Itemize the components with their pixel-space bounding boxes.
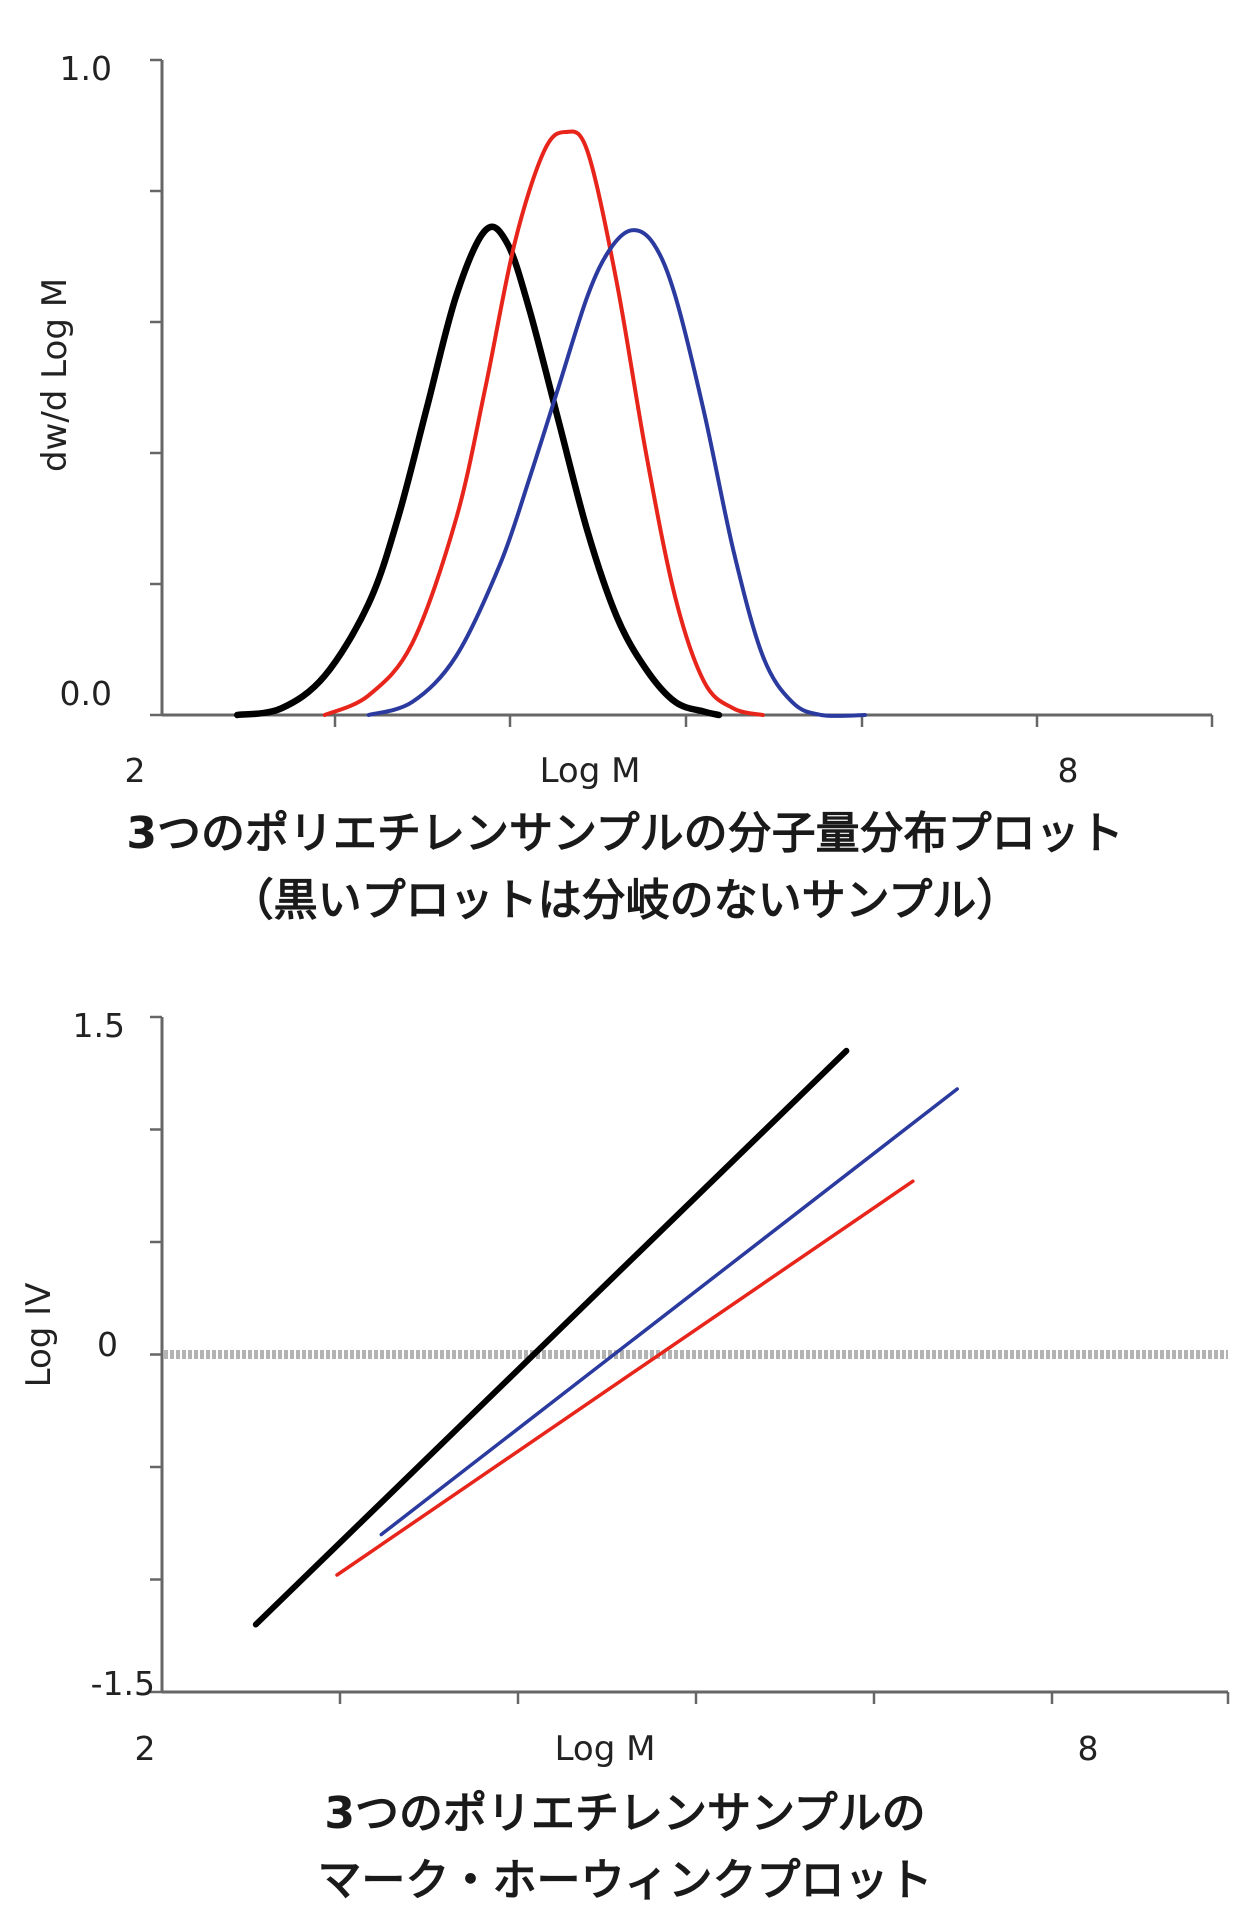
tick-marks (150, 58, 1214, 727)
series-line-2 (335, 1179, 915, 1577)
x-tick-label-min: 2 (135, 1729, 156, 1768)
caption-line-1: 3つのポリエチレンサンプルの分子量分布プロット (126, 808, 1123, 859)
series-line-1 (322, 129, 765, 717)
caption-line-2: マーク・ホーウィンクプロット (317, 1855, 932, 1906)
y-tick-label-max: 1.5 (73, 1006, 125, 1045)
y-axis-title: dw/d Log M (35, 278, 75, 472)
x-tick-label-max: 8 (1078, 1729, 1099, 1768)
series-line-1 (379, 1087, 959, 1537)
chart-mark-houwink: 1.5 0 -1.5 2 8 Log M Log IV 3つのポリエチレンサンプ… (19, 1006, 1230, 1906)
x-tick-label-max: 8 (1058, 751, 1079, 790)
series-line-2 (366, 228, 867, 718)
x-axis-title: Log M (540, 751, 641, 791)
caption-line-1: 3つのポリエチレンサンプルの (324, 1788, 925, 1839)
y-tick-label-zero: 0 (97, 1325, 118, 1364)
tick-marks (150, 1015, 1230, 1704)
series-group (233, 129, 867, 719)
caption-line-2: （黒いプロットは分岐のないサンプル） (230, 875, 1021, 926)
y-tick-label-min: 0.0 (60, 674, 112, 713)
y-axis-title: Log IV (19, 1283, 59, 1388)
series-group (252, 1047, 959, 1628)
series-line-0 (252, 1047, 850, 1628)
y-tick-label-min: -1.5 (91, 1664, 155, 1703)
y-tick-label-max: 1.0 (60, 49, 112, 88)
chart-molecular-weight-distribution: 1.0 0.0 2 8 Log M dw/d Log M 3つのポリエチレンサン… (35, 49, 1214, 926)
series-line-0 (233, 223, 723, 719)
x-axis-title: Log M (555, 1729, 656, 1769)
x-tick-label-min: 2 (125, 751, 146, 790)
